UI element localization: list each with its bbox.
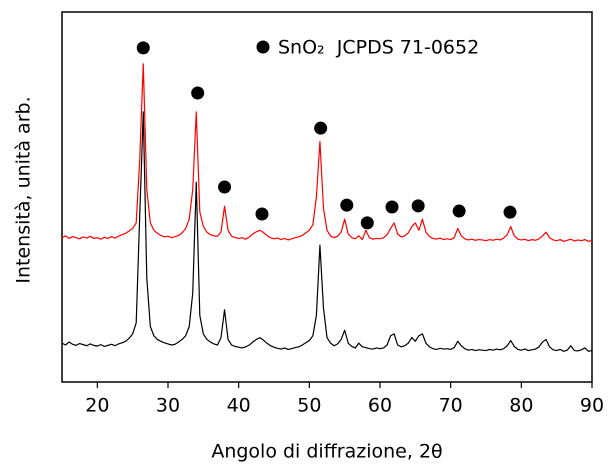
peak-marker <box>452 204 466 218</box>
x-tick-label: 30 <box>156 395 180 417</box>
plot-frame <box>61 11 593 383</box>
x-tick-label: 70 <box>439 395 463 417</box>
series-line <box>61 111 593 352</box>
x-tick-label: 50 <box>297 395 321 417</box>
x-tick-label: 60 <box>368 395 392 417</box>
peak-marker <box>340 198 354 212</box>
peak-marker <box>191 86 205 100</box>
y-axis-label: Intensità, unità arb. <box>13 96 35 283</box>
x-tick-label: 40 <box>227 395 251 417</box>
x-axis-label: Angolo di diffrazione, 2θ <box>211 441 442 463</box>
peak-marker <box>385 200 399 214</box>
peak-marker <box>136 41 150 55</box>
x-tick-label: 90 <box>580 395 604 417</box>
series-line <box>61 63 593 242</box>
peak-marker <box>218 180 232 194</box>
x-tick-label: 20 <box>85 395 109 417</box>
peak-marker <box>314 121 328 135</box>
x-tick-label: 80 <box>509 395 533 417</box>
peak-marker <box>255 207 269 221</box>
peak-marker <box>360 216 374 230</box>
peak-marker <box>503 205 517 219</box>
legend-label: SnO₂ JCPDS 71-0652 <box>278 37 479 59</box>
peak-marker <box>411 199 425 213</box>
legend-marker <box>256 40 270 54</box>
